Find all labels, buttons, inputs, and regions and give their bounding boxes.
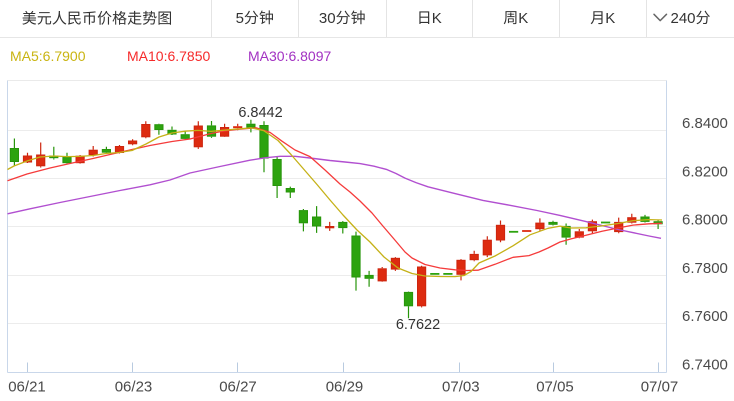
svg-text:6.7400: 6.7400	[682, 357, 728, 374]
svg-text:MA5:6.7900: MA5:6.7900	[10, 48, 86, 64]
svg-text:07/05: 07/05	[536, 379, 574, 396]
svg-text:6.8442: 6.8442	[238, 105, 282, 121]
svg-text:6.8400: 6.8400	[682, 115, 728, 132]
svg-text:06/23: 06/23	[115, 379, 153, 396]
svg-text:K: K	[605, 10, 615, 27]
svg-text:240: 240	[671, 10, 696, 27]
svg-text:6.7622: 6.7622	[396, 317, 440, 333]
svg-text:K: K	[432, 10, 442, 27]
svg-text:30: 30	[319, 10, 336, 27]
svg-text:MA30:6.8097: MA30:6.8097	[248, 48, 331, 64]
svg-text:6.7600: 6.7600	[682, 308, 728, 325]
svg-text:06/27: 06/27	[219, 379, 257, 396]
svg-text:06/21: 06/21	[8, 379, 46, 396]
svg-text:6.8000: 6.8000	[682, 212, 728, 229]
svg-text:MA10:6.7850: MA10:6.7850	[127, 48, 210, 64]
svg-text:07/03: 07/03	[442, 379, 480, 396]
svg-text:6.8200: 6.8200	[682, 164, 728, 181]
svg-text:5: 5	[236, 10, 244, 27]
svg-text:07/07: 07/07	[641, 379, 679, 396]
svg-text:06/29: 06/29	[326, 379, 364, 396]
svg-text:K: K	[518, 10, 528, 27]
svg-text:6.7800: 6.7800	[682, 260, 728, 277]
